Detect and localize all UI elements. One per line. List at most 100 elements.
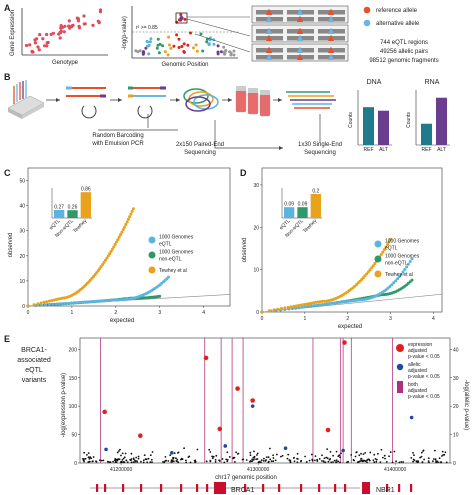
tewhey-point [129,212,133,216]
panel-b-workflow: Random Barcoding with Emulsion PCR 2x150… [7,80,342,156]
tewhey-point [124,223,128,226]
variant-point [249,451,252,454]
rna-bar-chart: RNA REF ALT Counts [406,79,450,153]
eqtl-point [340,300,344,304]
variant-point [326,448,329,450]
variant-point [258,460,261,463]
variant-point [187,456,190,458]
tewhey-point [109,249,113,253]
tewhey-point [283,306,287,310]
tewhey-point [128,215,132,219]
variant-point [420,451,423,454]
variant-point [242,458,245,461]
expression-significant-point [235,386,240,391]
tewhey-point [106,254,110,258]
variant-point [249,460,251,463]
scatter-point [77,26,82,30]
variant-point [88,458,91,460]
e-left-tick-label: 200 [69,347,78,353]
plasmid-library-icon [183,88,219,112]
ref-allele-marker [328,34,334,41]
variant-point [209,451,212,453]
variant-point [287,453,290,456]
tewhey-point [300,303,304,307]
sequencing-reads [286,91,336,109]
tewhey-point [120,230,124,234]
variant-point [444,451,447,454]
variant-point [332,461,334,463]
eqtl-point [405,265,409,269]
manhattan-point [192,46,195,50]
variant-point [296,452,299,455]
tewhey-point [45,300,49,304]
variant-point [434,458,437,461]
tewhey-point [295,304,298,308]
variant-point [304,455,306,458]
legend-expr-3: p-value < 0.05 [408,354,440,360]
legend-label: 1000 Genomes [385,239,420,245]
legend-swatch [148,236,156,244]
inset-bar-label: 0.09 [298,202,308,208]
eqtl-point [167,275,170,279]
inset-bar-label: 0.86 [81,187,91,193]
eqtl-point [96,299,100,303]
y-tick-label: 0 [22,304,25,310]
variant-point [324,461,327,464]
variant-point [412,452,414,454]
manhattan-point [194,43,198,47]
eqtl-point [114,298,117,302]
variant-point [385,461,388,463]
scatter-point [67,19,71,23]
variant-point [149,454,152,457]
variant-point [369,451,372,454]
legend-both-2: adjusted [408,388,427,394]
manhattan-point [186,43,190,47]
variant-point [364,452,367,454]
eqtl-point [312,304,316,308]
e-ylabel-right: -log(allelic p-value) [463,380,469,430]
allelic-significant-point [341,448,345,453]
variant-point [267,461,270,464]
variant-point [149,461,152,464]
variant-point [445,461,448,464]
bar-category-label: REF [364,147,374,153]
tewhey-point [130,209,134,213]
eqtl-point [325,302,329,306]
tewhey-point [36,302,40,306]
eqtl-point [394,279,398,283]
x-tick-label: 2 [346,316,349,322]
manhattan-point [172,44,176,48]
tewhey-point [102,260,106,264]
legend-swatch [374,255,382,263]
variant-point [296,461,299,463]
variant-point [437,461,439,463]
variant-point [388,455,390,458]
variant-point [136,461,139,463]
r2-label: r² >= 0.85 [136,25,158,31]
eqtl-point [85,300,89,304]
variant-point [383,454,386,457]
variant-point [289,460,292,463]
expression-significant-point [342,340,347,345]
eqtl-point [69,301,73,305]
ref-count-bar [363,107,374,145]
variant-point [357,461,360,463]
inset-bar [67,210,78,218]
variant-point [410,457,413,459]
variant-point [92,460,94,462]
variant-point [377,452,379,455]
variant-point [415,460,418,463]
manhattan-point [156,37,160,41]
variant-point [87,456,90,459]
manhattan-point [232,49,236,53]
variant-point [173,452,176,454]
scatter-point [35,37,39,41]
variant-point [355,451,358,453]
manhattan-point [201,49,205,53]
inset-bar-label: 0.09 [284,202,294,208]
tewhey-point [104,258,107,262]
variant-point [362,460,364,463]
variant-point [393,450,396,453]
ref-count-bar [421,123,432,145]
variant-point [114,458,117,460]
